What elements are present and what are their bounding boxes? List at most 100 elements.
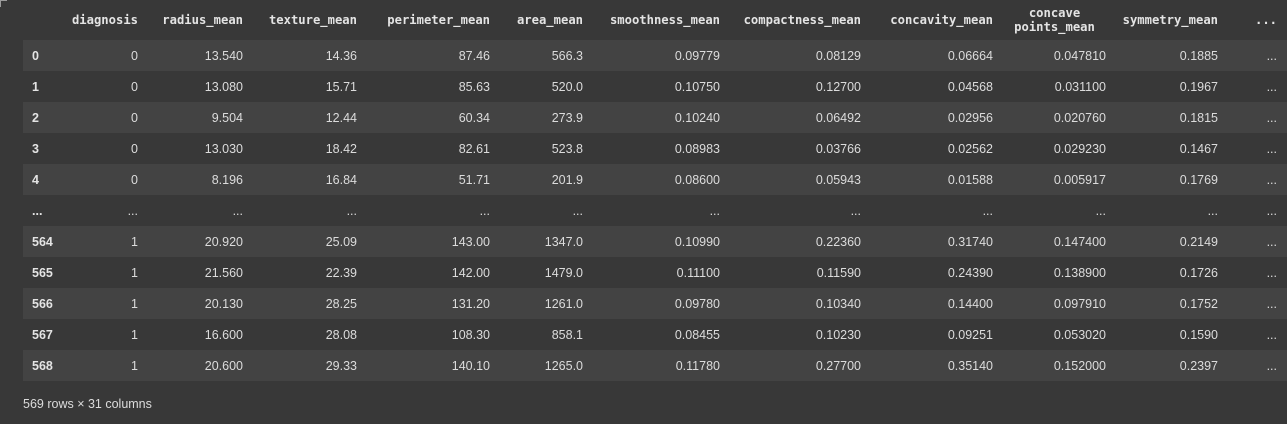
table-cell: ...	[709, 203, 720, 218]
table-cell: ...	[572, 203, 583, 218]
table-cell: ...	[1095, 203, 1106, 218]
table-cell: 523.8	[551, 141, 583, 156]
table-cell: 0.35140	[947, 358, 993, 373]
table-cell: 0.27700	[815, 358, 861, 373]
table-cell: 28.08	[325, 327, 357, 342]
table-cell: 20.920	[204, 234, 243, 249]
column-header: ...	[1228, 0, 1287, 40]
table-cell: 28.25	[325, 296, 357, 311]
output-corner-marker	[0, 0, 7, 7]
table-row: 2 0 9.504 12.44 60.34 273.9 0.10240 0.06492 0.02…	[23, 102, 1287, 133]
table-cell: 1	[131, 296, 138, 311]
table-cell: 140.10	[451, 358, 490, 373]
table-cell: 0.11780	[675, 358, 720, 373]
table-cell: 1347.0	[544, 234, 583, 249]
table-cell: 0.05943	[815, 172, 861, 187]
table-cell: ...	[1266, 203, 1277, 218]
table-cell: 273.9	[551, 110, 583, 125]
table-cell: 51.71	[458, 172, 490, 187]
row-index: ...	[32, 203, 43, 218]
table-cell: ...	[982, 203, 993, 218]
table-row: 1 0 13.080 15.71 85.63 520.0 0.10750 0.12700 0.0…	[23, 71, 1287, 102]
table-cell: 201.9	[551, 172, 583, 187]
table-row: 3 0 13.030 18.42 82.61 523.8 0.08983 0.03766 0.0…	[23, 133, 1287, 164]
table-cell: 0.08455	[674, 327, 720, 342]
table-cell: 0.22360	[815, 234, 861, 249]
table-cell: 0.2397	[1179, 358, 1218, 373]
row-index: 566	[32, 296, 53, 311]
column-header: concavity_mean	[871, 0, 1003, 40]
table-cell: 0.047810	[1053, 48, 1106, 63]
row-index: 4	[32, 172, 39, 187]
table-cell: 0.12700	[815, 79, 861, 94]
table-row: 4 0 8.196 16.84 51.71 201.9 0.08600 0.05943 0.01…	[23, 164, 1287, 195]
table-cell: 18.42	[325, 141, 357, 156]
column-header: diagnosis	[64, 0, 148, 40]
table-row: 564 1 20.920 25.09 143.00 1347.0 0.10990 0.2236…	[23, 226, 1287, 257]
table-cell: 0.1815	[1179, 110, 1218, 125]
table-cell: ...	[1266, 265, 1277, 280]
table-cell: 0.02562	[947, 141, 993, 156]
table-cell: 566.3	[551, 48, 583, 63]
column-header: perimeter_mean	[367, 0, 500, 40]
table-cell: 29.33	[325, 358, 357, 373]
index-header	[23, 0, 64, 40]
table-cell: 60.34	[458, 110, 490, 125]
table-cell: 1479.0	[544, 265, 583, 280]
table-cell: ...	[1266, 358, 1277, 373]
table-cell: 0	[131, 110, 138, 125]
header-row: diagnosis radius_mean texture_mean perimete…	[23, 0, 1287, 40]
table-cell: 82.61	[458, 141, 490, 156]
table-cell: 0.09780	[674, 296, 720, 311]
table-cell: 142.00	[451, 265, 490, 280]
table-cell: 1265.0	[544, 358, 583, 373]
table-cell: 0.147400	[1053, 234, 1106, 249]
row-index: 565	[32, 265, 53, 280]
column-header: symmetry_mean	[1116, 0, 1228, 40]
row-index: 1	[32, 79, 39, 94]
table-cell: 0.09779	[674, 48, 720, 63]
column-header: texture_mean	[253, 0, 367, 40]
row-index: 567	[32, 327, 53, 342]
table-cell: 0.1752	[1179, 296, 1218, 311]
table-cell: ...	[1266, 110, 1277, 125]
table-cell: 1	[131, 327, 138, 342]
table-cell: 16.84	[325, 172, 357, 187]
table-row: ....................................	[23, 195, 1287, 226]
table-cell: 0.10240	[674, 110, 720, 125]
table-cell: ...	[1266, 172, 1277, 187]
table-cell: 0.24390	[947, 265, 993, 280]
table-cell: ...	[1266, 48, 1277, 63]
table-cell: ...	[1207, 203, 1218, 218]
table-cell: 0.08983	[674, 141, 720, 156]
column-header: concave points_mean	[1003, 0, 1116, 40]
table-cell: 0.08129	[815, 48, 861, 63]
table-cell: ...	[479, 203, 490, 218]
table-cell: 1261.0	[544, 296, 583, 311]
table-cell: 0.02956	[947, 110, 993, 125]
table-body: 0 0 13.540 14.36 87.46 566.3 0.09779 0.08129 0.0…	[23, 40, 1287, 381]
row-index: 568	[32, 358, 53, 373]
table-cell: 0.020760	[1053, 110, 1106, 125]
row-index: 564	[32, 234, 53, 249]
table-cell: 0.10990	[674, 234, 720, 249]
table-cell: ...	[232, 203, 243, 218]
table-cell: ...	[1266, 234, 1277, 249]
table-cell: 858.1	[551, 327, 583, 342]
table-row: 0 0 13.540 14.36 87.46 566.3 0.09779 0.08129 0.0…	[23, 40, 1287, 71]
table-cell: 131.20	[451, 296, 490, 311]
table-cell: 0.10340	[815, 296, 861, 311]
table-cell: 0.152000	[1053, 358, 1106, 373]
table-cell: 0.06664	[947, 48, 993, 63]
table-cell: 0	[131, 172, 138, 187]
table-cell: 0.005917	[1053, 172, 1106, 187]
table-cell: 0.10230	[815, 327, 861, 342]
table-cell: 0.029230	[1053, 141, 1106, 156]
table-cell: 20.130	[204, 296, 243, 311]
dataframe-table: diagnosis radius_mean texture_mean perimete…	[23, 0, 1287, 381]
table-cell: 0.2149	[1179, 234, 1218, 249]
table-cell: 13.080	[204, 79, 243, 94]
column-header: radius_mean	[148, 0, 253, 40]
table-cell: 0.031100	[1054, 79, 1106, 94]
table-cell: ...	[346, 203, 357, 218]
